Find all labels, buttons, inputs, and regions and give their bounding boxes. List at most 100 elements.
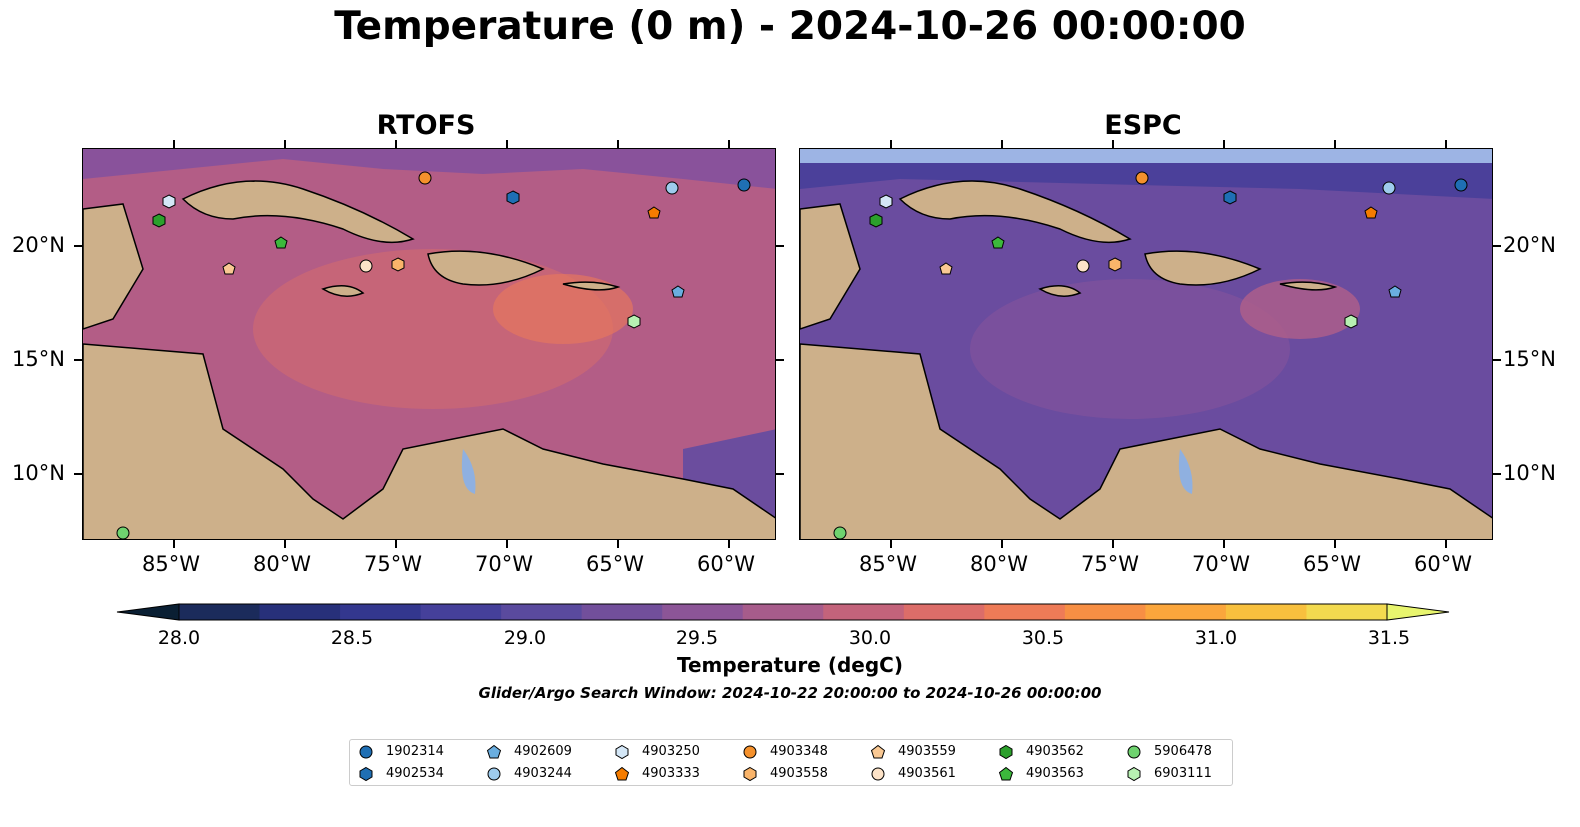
colorbar-bin [1064, 604, 1146, 620]
lon-tick-label: 80°W [970, 552, 1028, 576]
lat-tick-label: 20°N [1503, 233, 1556, 257]
hexagon-marker-icon [359, 766, 373, 782]
pentagon-marker-icon [998, 766, 1014, 781]
marker-6903111 [1344, 314, 1358, 329]
figure-title: Temperature (0 m) - 2024-10-26 00:00:00 [334, 4, 1246, 49]
legend-label: 4903250 [642, 744, 700, 759]
marker-4903348 [1135, 171, 1149, 185]
colorbar-tick-label: 28.5 [330, 627, 374, 649]
puerto-rico-land [562, 281, 621, 291]
marker-4903333 [647, 206, 661, 219]
colorbar-title: Temperature (degC) [677, 653, 903, 677]
legend-label: 4902534 [386, 766, 444, 781]
legend-label: 4903333 [642, 766, 700, 781]
legend-label: 4903558 [770, 766, 828, 781]
marker-4902534 [1223, 190, 1237, 205]
lon-tick-label: 70°W [1192, 552, 1250, 576]
lon-tick-label: 70°W [475, 552, 533, 576]
lon-tick-label: 65°W [1303, 552, 1361, 576]
marker-5906478 [833, 526, 847, 540]
float-legend: 1902314 4902534 4902609 4903244 4903250 49033… [349, 739, 1233, 786]
map-panel-espc[interactable] [799, 148, 1493, 540]
colorbar-over-extend [1386, 603, 1450, 621]
legend-label: 4903563 [1026, 766, 1084, 781]
marker-4903562 [152, 213, 166, 228]
marker-4903563 [991, 236, 1005, 249]
marker-4902609 [671, 285, 685, 298]
marker-4903558 [391, 257, 405, 272]
central-south-america-land [800, 343, 1492, 539]
colorbar-tick-label: 29.0 [503, 627, 547, 649]
lake-maracaibo [1178, 449, 1193, 494]
pentagon-marker-icon [870, 744, 886, 759]
marker-4903558 [1108, 257, 1122, 272]
marker-4903333 [1364, 206, 1378, 219]
no-data-strip [800, 149, 1492, 163]
map-panel-rtofs[interactable] [82, 148, 776, 540]
puerto-rico-land [1279, 281, 1338, 291]
circle-marker-icon [487, 767, 501, 781]
search-window-text: Glider/Argo Search Window: 2024-10-22 20… [478, 684, 1102, 702]
legend-label: 5906478 [1154, 744, 1212, 759]
lon-tick-label: 60°W [1414, 552, 1472, 576]
temperature-field-rtofs [83, 149, 775, 539]
lat-tick-label: 10°N [1503, 461, 1556, 485]
legend-label: 6903111 [1154, 766, 1212, 781]
colorbar-under-extend [116, 603, 180, 621]
colorbar-bin [1225, 604, 1307, 620]
colorbar-bin [179, 604, 261, 620]
lon-tick-label: 85°W [859, 552, 917, 576]
marker-5906478 [116, 526, 130, 540]
colorbar-tick-label: 30.5 [1021, 627, 1065, 649]
hexagon-marker-icon [1127, 766, 1141, 782]
marker-4903561 [359, 259, 373, 273]
legend-label: 1902314 [386, 744, 444, 759]
ocean-cool-band [83, 149, 775, 189]
marker-4903562 [869, 213, 883, 228]
marker-1902314 [737, 178, 751, 192]
colorbar-bin [742, 604, 824, 620]
marker-4903559 [939, 262, 953, 275]
yucatan-land [83, 203, 144, 330]
pentagon-marker-icon [486, 744, 502, 759]
colorbar-tick-label: 30.0 [848, 627, 892, 649]
lon-tick-label: 60°W [697, 552, 755, 576]
marker-4903244 [665, 181, 679, 195]
marker-4903250 [162, 194, 176, 209]
hispaniola-land [427, 250, 545, 286]
marker-1902314 [1454, 178, 1468, 192]
float-markers-espc [833, 171, 1468, 540]
circle-marker-icon [743, 745, 757, 759]
marker-4903348 [418, 171, 432, 185]
lon-tick-label: 85°W [142, 552, 200, 576]
legend-label: 4903561 [898, 766, 956, 781]
temperature-field-espc [800, 149, 1492, 539]
colorbar-bin [1145, 604, 1227, 620]
legend-label: 4903559 [898, 744, 956, 759]
colorbar-tick-label: 28.0 [157, 627, 201, 649]
colorbar-tick-label: 31.5 [1367, 627, 1411, 649]
colorbar-bin [501, 604, 583, 620]
colorbar-bin [903, 604, 985, 620]
panel-title-espc: ESPC [1104, 110, 1182, 141]
lat-tick-label: 10°N [12, 461, 65, 485]
hexagon-marker-icon [615, 744, 629, 760]
lat-tick-label: 20°N [12, 233, 65, 257]
float-markers-rtofs [116, 171, 751, 540]
cuba-land [181, 180, 415, 244]
marker-4903244 [1382, 181, 1396, 195]
warm-core [970, 279, 1290, 419]
circle-marker-icon [359, 745, 373, 759]
yucatan-land [800, 203, 861, 330]
warm-patch [493, 274, 633, 344]
lat-tick-label: 15°N [1503, 347, 1556, 371]
colorbar-tick-label: 29.5 [675, 627, 719, 649]
colorbar-bin [984, 604, 1066, 620]
lon-tick-label: 75°W [364, 552, 422, 576]
lat-tick-label: 15°N [12, 347, 65, 371]
colorbar-bin [340, 604, 422, 620]
warm-patch [1240, 279, 1360, 339]
circle-marker-icon [871, 767, 885, 781]
marker-4903561 [1076, 259, 1090, 273]
marker-4903250 [879, 194, 893, 209]
